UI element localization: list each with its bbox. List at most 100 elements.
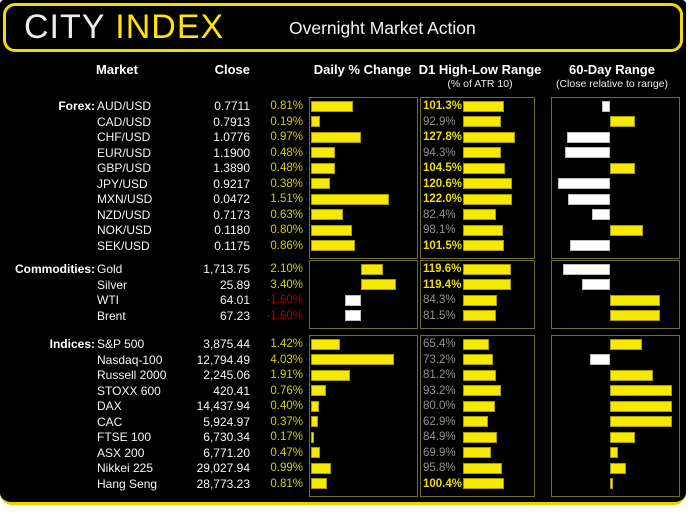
daily-change-bar [310, 193, 390, 205]
close-value: 0.1180 [214, 223, 250, 237]
d1-range-value: 104.5% [423, 162, 463, 174]
close-value: 0.1175 [214, 238, 250, 253]
market-name: CAD/USD [97, 114, 152, 129]
daily-pct-value: 0.40% [270, 400, 303, 412]
market-name: EUR/USD [97, 145, 152, 160]
daily-pct-value: 0.76% [270, 384, 303, 397]
sixty-day-range-bar [564, 147, 610, 158]
d1-range-bar [463, 178, 512, 189]
daily-pct-value: 0.81% [270, 477, 303, 490]
close-value: 1.0776 [213, 130, 250, 144]
close-value: 5,924.97 [203, 414, 250, 429]
market-table: Market Close Daily % Change D1 High-Low … [14, 62, 680, 497]
close-value: 28,773.23 [196, 476, 250, 491]
daily-change-bar [310, 240, 356, 251]
market-name: JPY/USD [97, 176, 148, 191]
daily-change-bar [310, 354, 395, 365]
daily-change-bar [310, 400, 319, 412]
d1-range-bar [463, 385, 501, 396]
daily-change-bar [310, 478, 328, 489]
logo-index: INDEX [115, 8, 225, 46]
d1-range-bar [463, 462, 502, 474]
market-name: Nasdaq-100 [97, 352, 163, 367]
daily-change-bar [310, 462, 332, 474]
d1-range-value: 95.8% [423, 462, 456, 474]
d1-range-value: 82.4% [423, 208, 456, 221]
daily-change-bar [310, 447, 321, 458]
market-name: NZD/USD [97, 207, 151, 222]
d1-range-bar [463, 354, 493, 365]
sixty-day-range-bar [610, 447, 618, 458]
d1-range-value: 122.0% [423, 193, 463, 205]
d1-range-bar [463, 263, 512, 275]
column-header-close: Close [214, 62, 250, 77]
column-header-market: Market [96, 62, 138, 77]
daily-change-bar [345, 294, 362, 306]
column-header-daily-change: Daily % Change [313, 62, 412, 77]
close-value: 64.01 [219, 293, 250, 307]
daily-change-bar [361, 279, 397, 290]
d1-range-value: 84.3% [423, 294, 456, 306]
sixty-day-range-bar [602, 100, 610, 112]
sixty-day-range-bar [610, 478, 613, 489]
sixty-day-range-bar [610, 431, 636, 443]
market-name: DAX [97, 399, 122, 413]
d1-range-value: 73.2% [423, 353, 456, 366]
daily-change-bar [310, 224, 353, 236]
daily-change-bar [310, 131, 361, 143]
market-dashboard-card: CITY INDEX Overnight Market Action Marke… [0, 0, 686, 505]
market-name: Gold [97, 262, 123, 276]
daily-change-bar [310, 416, 319, 427]
market-name: Silver [97, 277, 128, 292]
sixty-day-range-bar [610, 462, 627, 474]
sixty-day-range-bar [610, 385, 672, 396]
close-value: 1.3890 [213, 161, 250, 175]
d1-range-bar [463, 240, 505, 251]
daily-change-bar [345, 310, 362, 321]
daily-pct-value: 0.99% [270, 462, 303, 474]
d1-range-bar [463, 131, 515, 143]
daily-pct-value: 0.17% [270, 431, 303, 443]
d1-range-value: 93.2% [423, 384, 456, 397]
daily-change-bar [310, 209, 344, 220]
market-name: CHF/USD [97, 130, 151, 144]
d1-range-bar [463, 310, 496, 321]
sixty-day-range-bar [563, 263, 610, 275]
daily-change-bar [310, 178, 331, 189]
sixty-day-range-bar [610, 310, 661, 321]
sixty-day-range-bar [610, 162, 636, 174]
daily-pct-value: 3.40% [270, 278, 303, 291]
d1-range-value: 81.5% [423, 309, 456, 322]
daily-pct-value: 0.19% [270, 115, 303, 128]
daily-change-bar [310, 369, 351, 381]
market-name: SEK/USD [97, 238, 150, 253]
daily-change-bar [310, 431, 315, 443]
d1-range-bar [463, 147, 502, 158]
d1-range-value: 69.9% [423, 446, 456, 459]
daily-pct-value: 0.81% [270, 100, 303, 112]
daily-change-bar [310, 338, 341, 350]
d1-range-bar [463, 400, 496, 412]
d1-range-bar [463, 338, 490, 350]
sixty-day-range-bar [610, 116, 636, 127]
daily-pct-value: 0.38% [270, 177, 303, 190]
sixty-day-range-bar [610, 400, 672, 412]
market-name: STOXX 600 [97, 383, 161, 398]
d1-range-bar [463, 100, 504, 112]
close-value: 2,245.06 [203, 368, 250, 382]
market-name: S&P 500 [97, 337, 145, 351]
daily-pct-value: 0.97% [270, 131, 303, 143]
daily-change-bar [310, 162, 336, 174]
d1-range-value: 119.4% [423, 278, 462, 291]
d1-range-value: 119.6% [423, 263, 462, 275]
close-value: 67.23 [219, 308, 250, 323]
sixty-day-range-bar [589, 354, 610, 365]
d1-range-value: 81.2% [423, 369, 456, 381]
d1-range-bar [463, 162, 506, 174]
market-name: ASX 200 [97, 445, 145, 460]
sixty-day-range-bar [568, 193, 610, 205]
close-value: 0.0472 [213, 192, 250, 206]
d1-range-value: 65.4% [423, 338, 456, 350]
section-label: Commodities: [14, 262, 95, 276]
d1-range-bar [463, 416, 489, 427]
